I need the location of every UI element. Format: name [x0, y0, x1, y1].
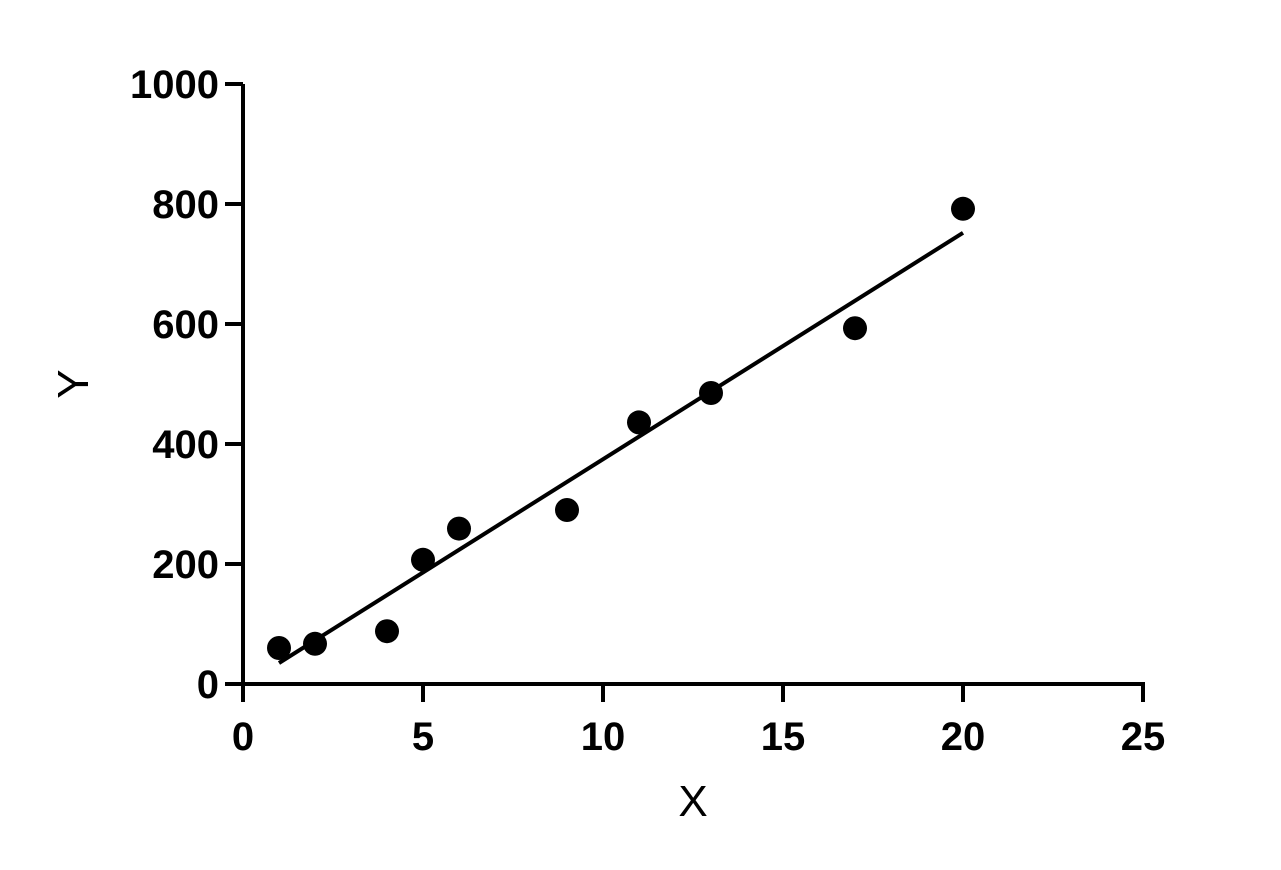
y-tick-label: 600 [152, 303, 219, 347]
data-point [951, 196, 975, 221]
x-axis-title: X [678, 777, 707, 826]
data-point [375, 619, 399, 644]
data-point [555, 498, 579, 522]
data-point [627, 410, 651, 435]
data-point [267, 636, 291, 660]
data-point [699, 381, 723, 405]
x-tick-label: 5 [412, 715, 434, 759]
y-tick-label: 200 [152, 543, 219, 587]
data-point [303, 631, 327, 656]
regression-line-group [277, 231, 965, 665]
x-tick-label: 0 [232, 715, 254, 759]
data-point [411, 547, 435, 572]
x-tick-label: 25 [1121, 715, 1166, 759]
y-tick-label: 400 [152, 423, 219, 467]
axes: 0 200 400 600 800 1000 0 5 10 15 20 25 [130, 63, 1165, 759]
regression-line [277, 231, 965, 665]
x-tick-label: 20 [941, 715, 986, 759]
y-axis-title: Y [49, 369, 98, 398]
data-point [447, 516, 471, 541]
y-tick-label: 0 [197, 663, 219, 707]
y-tick-label: 1000 [130, 63, 219, 107]
data-point [843, 316, 867, 341]
y-tick-label: 800 [152, 183, 219, 227]
x-tick-label: 15 [761, 715, 806, 759]
x-tick-label: 10 [581, 715, 626, 759]
data-points [267, 196, 975, 660]
